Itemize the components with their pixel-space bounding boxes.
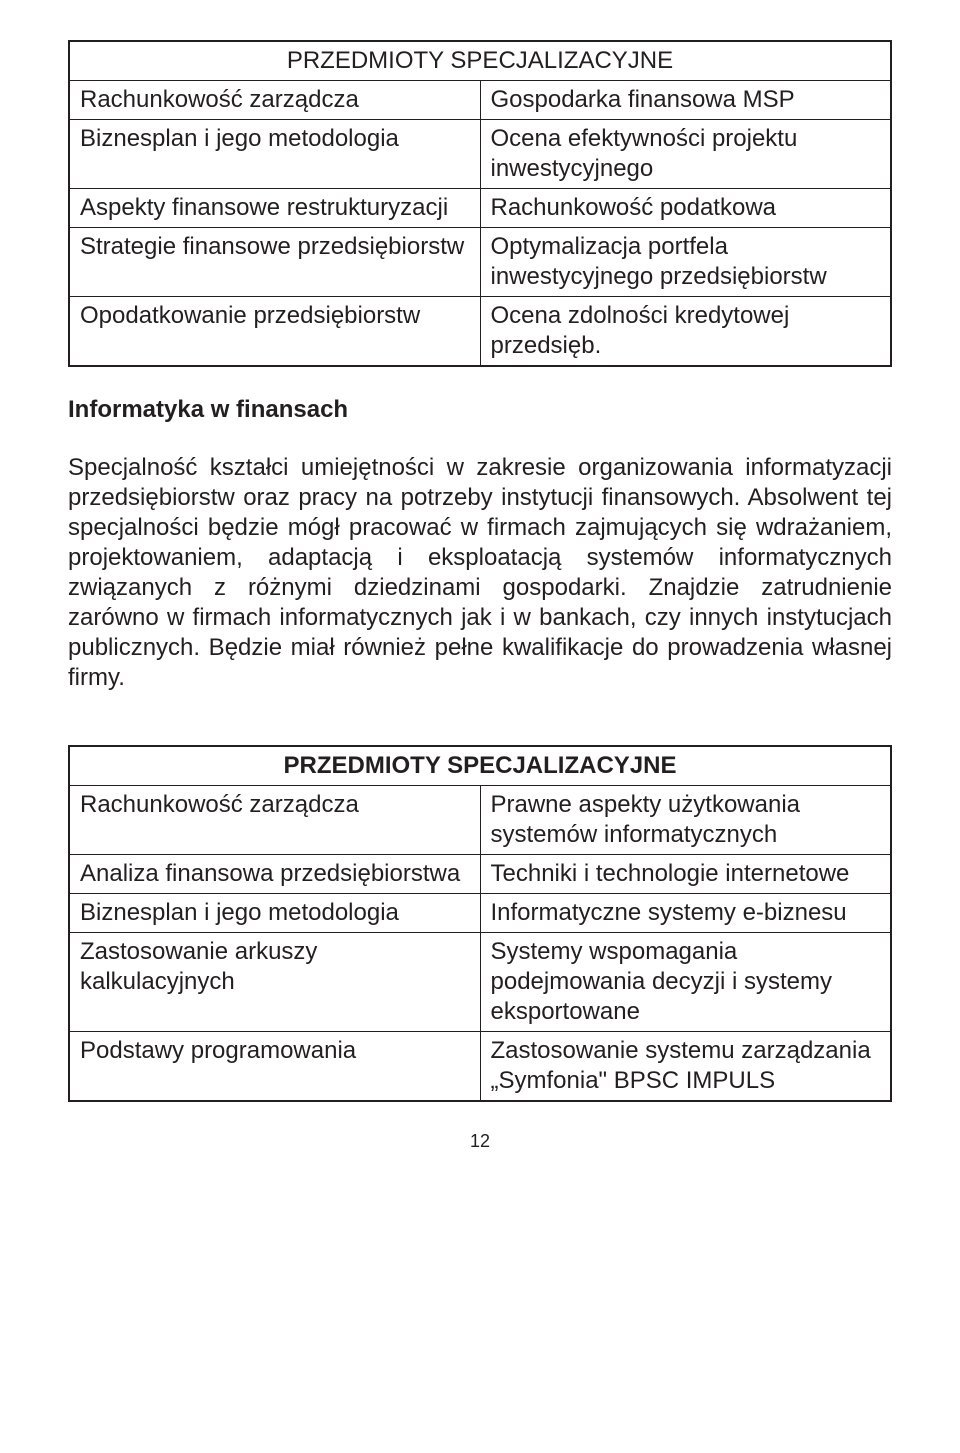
table2-r4-c1: Zastosowanie systemu zarządzania „Symfon… <box>480 1032 891 1102</box>
table-row: Strategie finansowe przedsiębiorstw Opty… <box>69 228 891 297</box>
table1-r2-c1: Rachunkowość podatkowa <box>480 189 891 228</box>
table-row: Biznesplan i jego metodologia Ocena efek… <box>69 120 891 189</box>
table2-r4-c0: Podstawy programowania <box>69 1032 480 1102</box>
table1-r4-c0: Opodatkowanie przedsiębiorstw <box>69 297 480 367</box>
table-row: Biznesplan i jego metodologia Informatyc… <box>69 894 891 933</box>
table-specialization-1: PRZEDMIOTY SPECJALIZACYJNE Rachunkowość … <box>68 40 892 367</box>
table-row: Opodatkowanie przedsiębiorstw Ocena zdol… <box>69 297 891 367</box>
table-row: Zastosowanie arkuszy kalkulacyjnych Syst… <box>69 933 891 1032</box>
table-row: Aspekty finansowe restrukturyzacji Rachu… <box>69 189 891 228</box>
table-row: Rachunkowość zarządcza Prawne aspekty uż… <box>69 786 891 855</box>
table1-r0-c1: Gospodarka finansowa MSP <box>480 81 891 120</box>
table2-r2-c0: Biznesplan i jego metodologia <box>69 894 480 933</box>
table2-r0-c1: Prawne aspekty użytkowania systemów info… <box>480 786 891 855</box>
table1-r2-c0: Aspekty finansowe restrukturyzacji <box>69 189 480 228</box>
table2-header: PRZEDMIOTY SPECJALIZACYJNE <box>69 746 891 786</box>
body-paragraph: Specjalność kształci umiejętności w zakr… <box>68 453 892 693</box>
table2-r1-c0: Analiza finansowa przedsiębiorstwa <box>69 855 480 894</box>
table2-r3-c0: Zastosowanie arkuszy kalkulacyjnych <box>69 933 480 1032</box>
table-row: Rachunkowość zarządcza Gospodarka finans… <box>69 81 891 120</box>
section-heading: Informatyka w finansach <box>68 395 892 425</box>
table2-r3-c1: Systemy wspomagania podejmowania decyzji… <box>480 933 891 1032</box>
table1-r0-c0: Rachunkowość zarządcza <box>69 81 480 120</box>
page-number: 12 <box>68 1130 892 1153</box>
table-row: Analiza finansowa przedsiębiorstwa Techn… <box>69 855 891 894</box>
table1-header: PRZEDMIOTY SPECJALIZACYJNE <box>69 41 891 81</box>
table1-r1-c1: Ocena efektywności projektu inwestycyjne… <box>480 120 891 189</box>
table-row: Podstawy programowania Zastosowanie syst… <box>69 1032 891 1102</box>
table1-r3-c0: Strategie finansowe przedsiębiorstw <box>69 228 480 297</box>
table1-r3-c1: Optymalizacja portfela inwestycyjnego pr… <box>480 228 891 297</box>
table2-r1-c1: Techniki i technologie internetowe <box>480 855 891 894</box>
table1-r4-c1: Ocena zdolności kredytowej przedsięb. <box>480 297 891 367</box>
table1-r1-c0: Biznesplan i jego metodologia <box>69 120 480 189</box>
table2-r0-c0: Rachunkowość zarządcza <box>69 786 480 855</box>
table-specialization-2: PRZEDMIOTY SPECJALIZACYJNE Rachunkowość … <box>68 745 892 1102</box>
table2-r2-c1: Informatyczne systemy e-biznesu <box>480 894 891 933</box>
